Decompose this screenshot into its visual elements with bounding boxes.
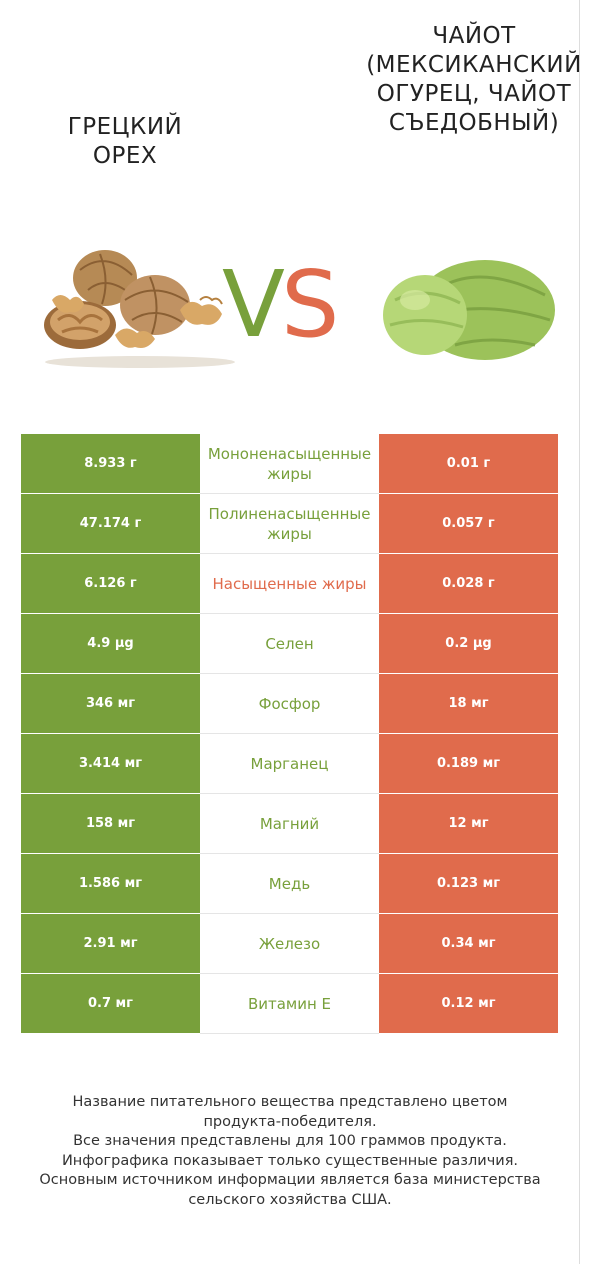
left-value: 47.174 г xyxy=(21,494,200,554)
nutrient-name: Марганец xyxy=(200,734,379,794)
nutrient-name: Селен xyxy=(200,614,379,674)
footer-line: Инфографика показывает только существенн… xyxy=(61,1152,519,1169)
table-row: 158 мг Магний 12 мг xyxy=(21,794,558,854)
right-value: 18 мг xyxy=(379,674,558,734)
left-value: 8.933 г xyxy=(21,434,200,494)
footer-line: Все значения представлены для 100 граммо… xyxy=(73,1133,507,1149)
left-value: 4.9 µg xyxy=(21,614,200,674)
left-food-title: ГРЕЦКИЙ ОРЕХ xyxy=(67,114,183,169)
footer-line: сельского хозяйства США. xyxy=(188,1191,392,1208)
nutrient-name: Полиненасыщенные жиры xyxy=(200,494,379,554)
table-row: 3.414 мг Марганец 0.189 мг xyxy=(21,734,558,794)
nutrient-label: Фосфор xyxy=(258,694,321,713)
table-row: 1.586 мг Медь 0.123 мг xyxy=(21,854,558,914)
chayote-image xyxy=(383,260,555,360)
right-value: 0.34 мг xyxy=(379,914,558,974)
nutrient-label: Витамин E xyxy=(247,994,332,1013)
left-value: 3.414 мг xyxy=(21,734,200,794)
right-value: 0.12 мг xyxy=(379,974,558,1034)
table-row: 0.7 мг Витамин E 0.12 мг xyxy=(21,974,558,1034)
right-value: 12 мг xyxy=(379,794,558,854)
footer-line: Название питательного вещества представл… xyxy=(72,1094,508,1110)
right-value: 0.028 г xyxy=(379,554,558,614)
nutrient-label: Селен xyxy=(265,634,314,653)
comparison-table: 8.933 г Мононенасыщенные жиры 0.01 г 47.174… xyxy=(21,434,558,1034)
table-row: 8.933 г Мононенасыщенные жиры 0.01 г xyxy=(21,434,558,494)
left-value: 1.586 мг xyxy=(21,854,200,914)
right-value: 0.189 мг xyxy=(379,734,558,794)
nutrient-name: Фосфор xyxy=(200,674,379,734)
right-food-title: ЧАЙОТ (МЕКСИКАНСКИЙ ОГУРЕЦ, ЧАЙОТ СЪЕДОБ… xyxy=(366,23,582,136)
right-value: 0.123 мг xyxy=(379,854,558,914)
table-row: 47.174 г Полиненасыщенные жиры 0.057 г xyxy=(21,494,558,554)
footer-line: Основным источником информации является … xyxy=(39,1172,541,1188)
right-value: 0.01 г xyxy=(379,434,558,494)
left-value: 158 мг xyxy=(21,794,200,854)
nutrient-label: Магний xyxy=(259,814,320,833)
right-value: 0.2 µg xyxy=(379,614,558,674)
walnut-image xyxy=(44,250,235,368)
nutrient-label: Медь xyxy=(268,874,311,893)
nutrient-name: Витамин E xyxy=(200,974,379,1034)
left-value: 346 мг xyxy=(21,674,200,734)
left-value: 6.126 г xyxy=(21,554,200,614)
table-row: 4.9 µg Селен 0.2 µg xyxy=(21,614,558,674)
table-row: 2.91 мг Железо 0.34 мг xyxy=(21,914,558,974)
nutrient-label: Железо xyxy=(258,934,321,953)
table-row: 6.126 г Насыщенные жиры 0.028 г xyxy=(21,554,558,614)
nutrient-label: Марганец xyxy=(250,754,329,773)
nutrient-name: Мононенасыщенные жиры xyxy=(200,434,379,494)
footer-line: продукта-победителя. xyxy=(203,1113,377,1130)
nutrient-name: Железо xyxy=(200,914,379,974)
right-border-line xyxy=(579,0,580,1264)
nutrient-label: Мононенасыщенные жиры xyxy=(207,444,372,483)
vs-s-letter: S xyxy=(280,251,339,358)
right-value: 0.057 г xyxy=(379,494,558,554)
footer-notes: Название питательного вещества представл… xyxy=(20,1093,560,1210)
left-value: 2.91 мг xyxy=(21,914,200,974)
nutrient-label: Полиненасыщенные жиры xyxy=(208,504,371,543)
nutrient-name: Насыщенные жиры xyxy=(200,554,379,614)
nutrient-label: Насыщенные жиры xyxy=(212,574,367,593)
table-row: 346 мг Фосфор 18 мг xyxy=(21,674,558,734)
nutrient-name: Медь xyxy=(200,854,379,914)
nutrient-name: Магний xyxy=(200,794,379,854)
vs-v-letter: V xyxy=(222,251,285,358)
left-value: 0.7 мг xyxy=(21,974,200,1034)
vs-label: VS xyxy=(222,255,339,355)
